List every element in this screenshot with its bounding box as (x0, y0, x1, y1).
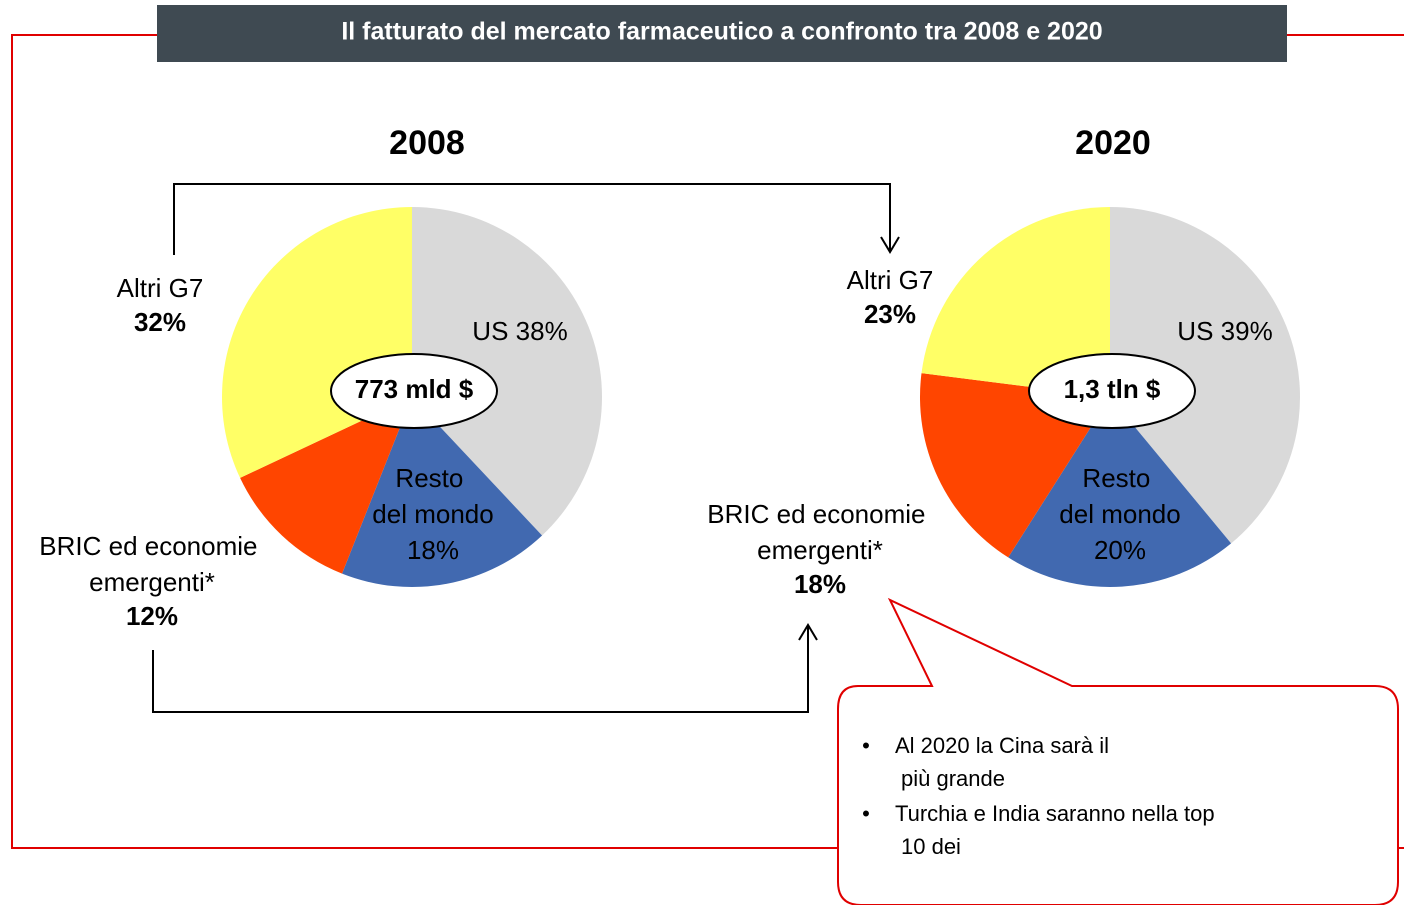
slice-label: US 38% (472, 316, 567, 346)
title: Il fatturato del mercato farmaceutico a … (341, 18, 1102, 46)
pie-slice (921, 207, 1110, 397)
value-label: 23% (864, 299, 916, 329)
pie-slice (1110, 207, 1301, 544)
slice-label: US 39% (1177, 316, 1272, 346)
bullet-text: Turchia e India saranno nella top 10 dei (895, 801, 1221, 859)
value-label: 20% (1094, 535, 1146, 565)
title-box (157, 5, 1287, 62)
chart-title: 2008 (389, 124, 465, 162)
callout-text: • Al 2020 la Cina sarà il più grande • Tur… (862, 733, 1221, 859)
category-label: Altri G7 (117, 273, 204, 303)
pie-slice (1008, 397, 1232, 587)
value-label: 18% (407, 535, 459, 565)
value-label: 32% (134, 307, 186, 337)
category-label: BRIC ed economie emergenti* (39, 531, 264, 597)
category-label: Resto del mondo (372, 463, 493, 529)
pie-slice (412, 207, 602, 536)
center-ellipse (330, 353, 498, 429)
category-label: US (1177, 316, 1213, 346)
pie-slice (240, 397, 412, 574)
bullet: • (862, 733, 870, 758)
category-label: BRIC ed economie emergenti* (707, 499, 932, 565)
connectors (152, 183, 900, 713)
value-label: 39% (1221, 316, 1273, 346)
category-label: Resto del mondo (1059, 463, 1180, 529)
value-label: 12% (126, 601, 178, 631)
value-label: 38% (516, 316, 568, 346)
bullet: • (862, 801, 870, 826)
chart-title: 2020 (1075, 124, 1151, 162)
center-label: 773 mld $ (355, 374, 474, 404)
center-label: 1,3 tln $ (1064, 374, 1161, 404)
pie-slice (342, 397, 543, 587)
category-label: US (472, 316, 508, 346)
value-label: 18% (794, 569, 846, 599)
center-ellipse (1028, 353, 1196, 429)
category-label: Altri G7 (847, 265, 934, 295)
bullet-text: Al 2020 la Cina sarà il più grande (895, 733, 1115, 791)
